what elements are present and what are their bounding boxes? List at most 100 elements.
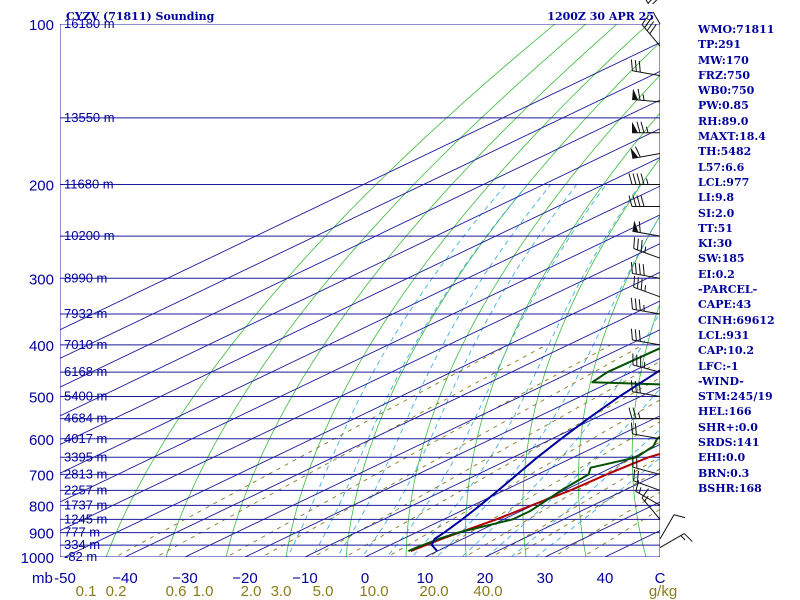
wind-barb-staff <box>632 230 661 237</box>
wind-barb-pennant <box>632 88 639 100</box>
mixing-ratio-label: 10.0 <box>359 583 388 600</box>
height-label: 334 m <box>64 537 100 552</box>
mixing-ratio-label: 2.0 <box>241 583 262 600</box>
temperature-tick-label: 40 <box>597 570 614 587</box>
mixing-ratio-label: 3.0 <box>271 583 292 600</box>
moist-adiabat <box>535 457 660 557</box>
isotherm <box>60 128 660 417</box>
mixing-ratio-label: 5.0 <box>313 583 334 600</box>
wind-barb <box>630 146 661 159</box>
mixing-ratio-label: 20.0 <box>419 583 448 600</box>
sounding-index: LFC:-1 <box>698 359 739 373</box>
sounding-index: -PARCEL- <box>698 283 758 297</box>
sounding-index: LI:9.8 <box>698 191 735 205</box>
wind-barb-feather <box>632 173 637 185</box>
dry-adiabat <box>105 24 556 557</box>
sounding-index: MW:170 <box>698 53 749 67</box>
wind-barb-feather <box>628 195 633 207</box>
mixing-ratio-label: 0.2 <box>106 583 127 600</box>
moist-adiabats <box>286 184 660 557</box>
mixing-ratio-label: 1.0 <box>193 583 214 600</box>
wind-barb-staff <box>632 339 661 346</box>
height-label: 3395 m <box>64 449 107 464</box>
dry-adiabat <box>522 157 660 557</box>
isotherm <box>123 300 660 557</box>
moist-adiabat <box>436 215 660 557</box>
dry-adiabat <box>285 24 649 557</box>
wind-barb-feather <box>628 173 633 185</box>
wind-barb-feather <box>636 238 639 250</box>
wind-barb-feather <box>636 121 641 133</box>
mixing-ratio-line <box>312 360 660 557</box>
temperature-tick-label: 30 <box>537 570 554 587</box>
isotherm <box>423 444 660 557</box>
wind-barb-feather <box>634 262 637 275</box>
wind-barb <box>632 88 661 103</box>
mixing-ratio-label: 0.6 <box>166 583 187 600</box>
pressure-tick-label: 900 <box>29 526 54 543</box>
height-label: 2813 m <box>64 466 107 481</box>
wind-barb-feather <box>630 297 633 310</box>
wind-barbs <box>628 0 693 548</box>
moist-adiabat <box>311 184 528 557</box>
wind-barb-feather <box>638 381 641 394</box>
axis-labels: 16180 m 13550 m 11680 m 10200 m 8990 m 7932 m… <box>21 16 678 600</box>
mixing-ratio-label: 0.1 <box>76 583 97 600</box>
height-label: 7010 m <box>64 337 107 352</box>
wind-barb-feather <box>630 380 633 392</box>
sounding-index: KI:30 <box>698 237 733 251</box>
dry-adiabats <box>105 24 660 557</box>
temperature-tick-label: −10 <box>292 570 317 587</box>
isobars <box>60 24 660 557</box>
pressure-tick-label: 400 <box>29 338 54 355</box>
sounding-index: SRDS:141 <box>698 436 760 450</box>
sounding-index: STM:245/19 <box>698 390 773 404</box>
sounding-index: CAP:10.2 <box>698 344 755 358</box>
wind-barb <box>630 297 661 315</box>
wind-barb-feather <box>644 18 652 28</box>
height-label: 777 m <box>64 525 100 540</box>
wind-barb-half-feather <box>638 412 641 419</box>
sounding-index: EI:0.2 <box>698 267 735 281</box>
isotherm <box>483 472 660 557</box>
height-label: -82 m <box>64 549 97 564</box>
wind-barb-feather <box>637 88 641 101</box>
wind-barb-staff <box>632 70 661 77</box>
wind-barb-feather <box>640 173 645 185</box>
pressure-tick-label: 800 <box>29 498 54 515</box>
wind-barb <box>633 275 661 298</box>
moist-adiabat <box>461 310 660 557</box>
wind-barb-feather <box>636 277 639 289</box>
sounding-index: TP:291 <box>698 38 742 52</box>
wind-barb-feather <box>638 330 641 342</box>
wind-barb-feather <box>635 480 640 492</box>
height-label: 1245 m <box>64 511 107 526</box>
mixing-ratio-line <box>512 468 660 557</box>
wind-barb <box>628 407 660 420</box>
wind-barb-half-feather <box>644 246 647 253</box>
wind-barb-feather <box>642 264 645 276</box>
wind-barb-feather <box>636 470 639 483</box>
isotherm <box>60 185 660 474</box>
wind-barb-half-feather <box>644 495 649 502</box>
mixing-ratio-unit-label: g/kg <box>649 583 677 600</box>
wind-barb-staff <box>641 24 661 47</box>
height-label: 7932 m <box>64 306 107 321</box>
wind-barb-feather <box>683 533 693 542</box>
sounding-index: CINH:69612 <box>698 313 775 327</box>
wind-barb-feather <box>633 275 636 288</box>
wind-barb-feather <box>647 0 652 4</box>
sounding-index: RH:89.0 <box>698 114 749 128</box>
temperature-tick-label: −40 <box>112 570 137 587</box>
sounding-index: SI:2.0 <box>698 206 735 220</box>
pressure-tick-label: 100 <box>29 17 54 34</box>
sounding-index: BSHR:168 <box>698 481 762 495</box>
temperature-tick-label: 0 <box>361 570 369 587</box>
wind-barb-feather <box>628 407 633 419</box>
mixing-ratio-line <box>386 399 660 557</box>
dry-adiabat <box>578 214 660 557</box>
pressure-tick-label: 600 <box>29 432 54 449</box>
sounding-index: TT:51 <box>698 221 733 235</box>
wind-barb-staff <box>641 497 661 520</box>
